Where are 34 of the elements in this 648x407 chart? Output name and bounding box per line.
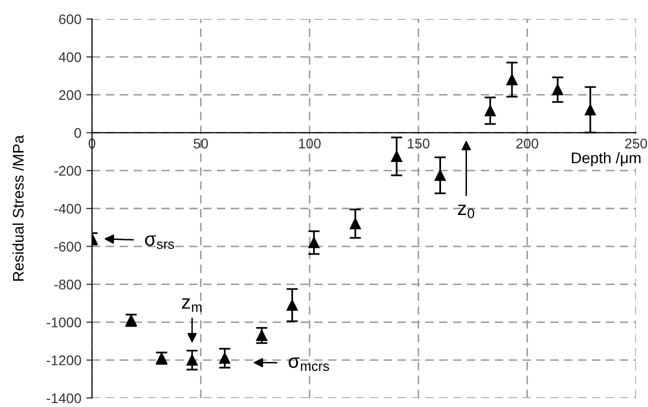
y-tick-label: 600 — [59, 14, 82, 24]
point — [186, 354, 198, 366]
annotation: z$_{0}$ — [458, 204, 474, 218]
point — [286, 300, 298, 311]
point — [584, 104, 596, 116]
annotation: σ$_{mcrs}$ — [288, 357, 330, 371]
point — [434, 170, 446, 181]
y-tick-label: -600 — [54, 242, 82, 252]
x-tick-label: 150 — [408, 138, 430, 148]
point — [506, 74, 518, 86]
point — [350, 218, 361, 230]
y-tick-label: -1200 — [46, 355, 82, 366]
annotation: σ$_{srs}$ — [145, 235, 174, 249]
y-tick-label: -1400 — [46, 393, 82, 404]
y-tick-label: -400 — [54, 204, 82, 214]
point — [256, 330, 268, 342]
point — [552, 84, 564, 96]
x-axis-title: Depth /μm — [572, 152, 640, 166]
point — [308, 237, 320, 248]
y-tick-label: 200 — [59, 90, 82, 100]
y-tick-label: 0 — [74, 128, 82, 138]
x-tick-label: 250 — [625, 138, 648, 148]
annotation: z$_{m}$ — [182, 298, 202, 312]
x-tick-label: 50 — [194, 138, 208, 148]
point — [219, 352, 230, 364]
x-tick-label: 200 — [516, 138, 538, 148]
y-tick-label: -1000 — [46, 318, 82, 328]
y-axis-title: Residual Stress /MPa — [12, 135, 24, 281]
x-tick-label: 100 — [299, 138, 321, 148]
y-tick-label: -800 — [54, 280, 82, 290]
point — [391, 150, 402, 162]
y-tick-label: -200 — [54, 166, 82, 176]
point — [484, 105, 496, 116]
y-tick-label: 400 — [58, 52, 82, 62]
